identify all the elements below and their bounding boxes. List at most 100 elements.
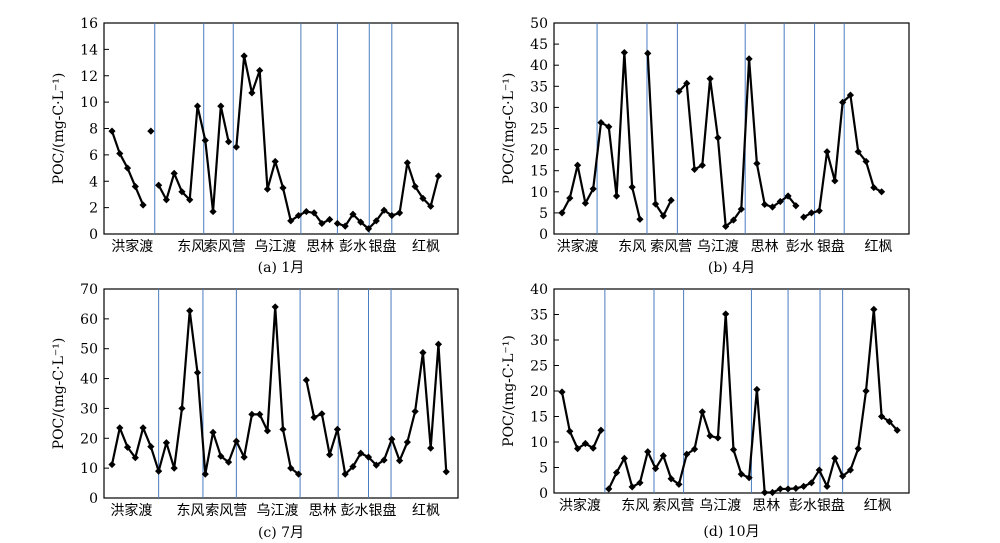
y-tick-label: 20 bbox=[530, 384, 548, 400]
x-zone-label: 彭水 bbox=[786, 239, 814, 255]
y-tick-label: 4 bbox=[89, 174, 98, 190]
x-zone-label: 索风营 bbox=[204, 238, 246, 255]
data-point bbox=[870, 305, 878, 313]
data-point bbox=[690, 165, 699, 174]
y-tick-label: 50 bbox=[530, 16, 548, 32]
data-point bbox=[333, 425, 342, 433]
data-point bbox=[558, 388, 566, 396]
data-point bbox=[784, 485, 792, 493]
y-tick-label: 8 bbox=[89, 122, 98, 138]
data-point bbox=[131, 454, 139, 462]
data-point bbox=[116, 149, 124, 158]
x-zone-label: 红枫 bbox=[412, 239, 440, 255]
series-line bbox=[678, 57, 797, 228]
x-zone-label: 索风营 bbox=[650, 238, 692, 255]
data-point bbox=[388, 211, 396, 220]
data-point bbox=[573, 161, 582, 169]
data-point bbox=[737, 470, 745, 478]
data-point bbox=[403, 159, 411, 167]
data-point bbox=[745, 55, 753, 63]
data-point bbox=[294, 470, 303, 478]
data-point bbox=[878, 188, 886, 196]
data-point bbox=[302, 207, 310, 216]
data-point bbox=[823, 148, 831, 156]
data-point bbox=[170, 169, 178, 177]
data-point bbox=[722, 310, 730, 318]
x-zone-label: 银盘 bbox=[817, 238, 845, 255]
data-point bbox=[217, 452, 225, 460]
data-point bbox=[411, 407, 419, 416]
data-point bbox=[186, 307, 194, 315]
data-point bbox=[232, 143, 240, 151]
y-tick-label: 10 bbox=[80, 461, 98, 477]
x-zone-label: 银盘 bbox=[368, 238, 396, 255]
data-point bbox=[310, 209, 318, 217]
data-point bbox=[698, 408, 706, 416]
y-tick-label: 2 bbox=[89, 201, 98, 217]
data-point bbox=[403, 438, 411, 446]
data-point bbox=[722, 222, 730, 231]
data-point bbox=[380, 206, 388, 214]
data-point bbox=[573, 445, 582, 453]
data-point bbox=[620, 454, 628, 462]
data-point bbox=[558, 209, 566, 217]
data-point bbox=[651, 200, 660, 208]
data-point bbox=[263, 427, 272, 435]
data-point bbox=[123, 443, 132, 451]
chart-caption: (d) 10月 bbox=[703, 524, 759, 540]
data-point bbox=[729, 216, 738, 224]
data-point bbox=[698, 161, 706, 169]
data-point bbox=[761, 488, 769, 497]
data-point bbox=[792, 202, 800, 210]
y-tick-label: 10 bbox=[530, 435, 548, 451]
data-point bbox=[690, 445, 699, 453]
x-zone-label: 银盘 bbox=[817, 497, 845, 514]
y-tick-label: 12 bbox=[80, 69, 98, 85]
data-point bbox=[123, 164, 132, 172]
y-tick-label: 16 bbox=[80, 16, 98, 32]
data-point bbox=[427, 202, 435, 210]
data-point bbox=[659, 452, 667, 460]
data-point bbox=[318, 219, 326, 228]
data-point bbox=[364, 225, 373, 233]
y-tick-label: 40 bbox=[530, 58, 548, 74]
chart-panel-3: 0 10 20 30 40 50 60 70 POC/(mg-C·L⁻¹) 洪家渡 东风 索风营 乌江渡… bbox=[51, 282, 459, 541]
data-point bbox=[831, 177, 839, 185]
data-point bbox=[636, 215, 644, 223]
data-point bbox=[419, 348, 427, 357]
data-point bbox=[792, 484, 800, 493]
data-point bbox=[201, 136, 209, 144]
chart-panel-4: 0 5 10 15 20 25 30 35 40 POC/(mg-C·L⁻¹) 洪家渡 东风 索风营 乌江… bbox=[501, 282, 910, 540]
series-line bbox=[803, 94, 883, 219]
data-point bbox=[870, 183, 878, 192]
data-point bbox=[737, 205, 745, 213]
data-point bbox=[581, 199, 589, 207]
data-point bbox=[800, 482, 808, 490]
data-point bbox=[178, 404, 186, 413]
x-zone-label: 洪家渡 bbox=[111, 238, 153, 255]
data-point bbox=[318, 410, 326, 418]
data-point bbox=[667, 196, 675, 204]
data-point bbox=[620, 48, 628, 57]
data-point bbox=[155, 467, 163, 475]
y-tick-label: 40 bbox=[80, 372, 98, 388]
data-point bbox=[589, 185, 597, 193]
y-tick-label: 10 bbox=[530, 185, 548, 201]
data-point bbox=[349, 463, 357, 471]
data-point bbox=[287, 464, 295, 472]
data-point bbox=[287, 217, 295, 225]
data-point bbox=[885, 418, 894, 426]
series-line bbox=[235, 54, 331, 225]
y-tick-label: 30 bbox=[80, 401, 98, 417]
data-point bbox=[683, 450, 691, 458]
data-point bbox=[178, 188, 186, 196]
series-line bbox=[561, 51, 642, 220]
data-point bbox=[636, 479, 644, 487]
data-point bbox=[341, 222, 349, 230]
series-line bbox=[607, 308, 899, 494]
x-zone-label: 洪家渡 bbox=[559, 497, 601, 514]
x-zone-label: 洪家渡 bbox=[110, 502, 152, 519]
data-point bbox=[768, 203, 777, 211]
data-point bbox=[839, 472, 847, 480]
